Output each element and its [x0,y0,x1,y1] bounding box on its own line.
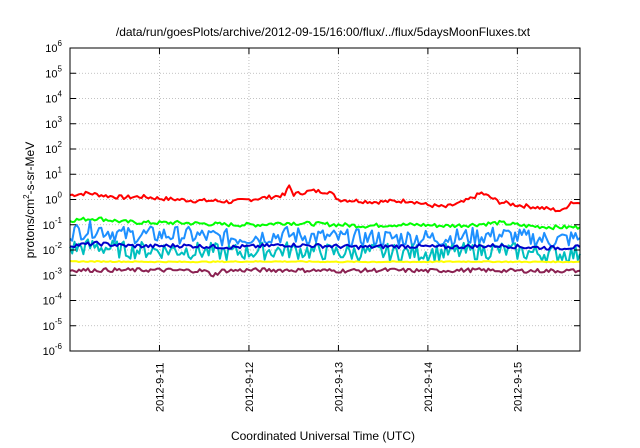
y-tick-label: 10-6 [43,342,63,358]
y-tick-label: 100 [45,191,62,207]
y-tick-label: 105 [45,64,62,80]
series-line-1 [69,184,581,213]
series-line-6 [69,260,580,264]
x-tick-label: 2012-9-11 [154,363,166,412]
series-group [69,184,581,278]
y-axis-label: protons/cm2-s-sr-MeV [22,142,37,258]
y-tick-label: 103 [45,115,62,131]
series-line-4 [69,238,581,264]
x-tick-label: 2012-9-12 [244,362,256,412]
x-axis: 2012-9-11 2012-9-12 2012-9-13 2012-9-14 2012… [154,48,524,412]
x-tick-label: 2012-9-13 [333,362,345,412]
x-axis-label: Coordinated Universal Time (UTC) [231,429,415,443]
y-tick-label: 10-5 [43,317,63,333]
series-line-2 [69,216,581,231]
grid [70,48,580,351]
series-line-7 [69,267,581,278]
series-line-5 [69,240,581,251]
y-tick-label: 104 [45,90,62,106]
x-tick-label: 2012-9-14 [423,362,435,412]
y-tick-label: 10-3 [43,266,63,282]
y-tick-label: 102 [45,140,62,156]
y-tick-label: 10-4 [43,292,63,308]
y-tick-label: 101 [45,165,62,181]
chart-title: /data/run/goesPlots/archive/2012-09-15/1… [116,25,531,39]
x-tick-label: 2012-9-15 [512,362,524,412]
series-line-3 [69,219,581,248]
y-tick-label: 106 [45,39,62,55]
y-tick-label: 10-2 [43,241,63,257]
y-tick-label: 10-1 [43,216,63,232]
